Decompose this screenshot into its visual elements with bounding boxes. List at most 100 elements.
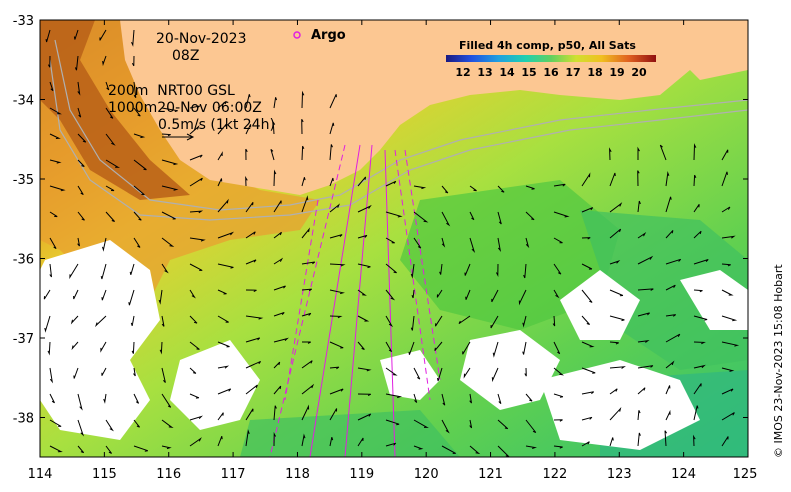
current-vector — [525, 445, 537, 449]
current-vector — [133, 107, 141, 117]
current-vector — [357, 176, 367, 187]
current-vector — [131, 29, 135, 47]
current-vector — [441, 445, 456, 454]
current-vector — [637, 255, 654, 265]
current-vector — [693, 434, 696, 447]
current-vector — [301, 433, 306, 447]
current-vector — [301, 360, 313, 369]
current-vector — [441, 237, 446, 248]
current-vector — [553, 263, 562, 275]
colorbar-tick-label: 12 — [455, 66, 470, 79]
current-vector — [105, 419, 114, 432]
map-date: 20-Nov-2023 — [156, 31, 247, 47]
current-vector — [637, 232, 647, 239]
current-vector — [357, 263, 371, 269]
current-vector — [465, 289, 471, 300]
current-vector — [245, 360, 261, 369]
current-vector — [100, 263, 107, 280]
current-vector — [721, 341, 740, 347]
current-vector — [133, 159, 147, 171]
current-vector — [217, 231, 235, 239]
current-vector — [329, 234, 343, 239]
plot-frame — [39, 19, 749, 458]
current-vector — [410, 315, 415, 331]
current-vector — [69, 263, 79, 280]
current-vector — [301, 227, 310, 239]
lon-label: 114 — [28, 467, 53, 482]
current-vector — [133, 185, 145, 196]
current-vector — [189, 263, 203, 271]
current-vector — [189, 237, 206, 242]
current-vector — [721, 171, 728, 187]
lat-label: -38 — [13, 412, 34, 427]
current-vector — [609, 147, 612, 161]
current-vector — [245, 175, 248, 187]
current-vector — [553, 393, 564, 398]
current-vector — [553, 183, 566, 187]
current-vector — [609, 228, 622, 239]
current-vector — [469, 211, 475, 221]
current-vector — [301, 288, 312, 292]
current-vector — [161, 107, 178, 113]
current-vector — [441, 419, 450, 434]
current-vector — [95, 315, 107, 328]
current-vector — [385, 393, 403, 399]
current-vector — [301, 145, 305, 161]
current-vector — [159, 341, 163, 355]
current-vector — [693, 259, 709, 265]
current-vector — [581, 315, 590, 325]
current-vector — [44, 315, 51, 333]
current-vector — [217, 151, 223, 161]
current-vector — [245, 289, 257, 293]
current-vector — [435, 315, 443, 327]
current-vector — [49, 81, 54, 92]
current-vector — [189, 289, 196, 299]
current-vector — [217, 412, 224, 421]
current-vector — [637, 387, 646, 395]
current-vector — [217, 263, 234, 269]
current-vector — [357, 367, 372, 372]
current-vector — [664, 430, 668, 447]
current-vector — [413, 419, 429, 428]
current-vector — [273, 361, 281, 369]
current-vector — [217, 341, 230, 348]
current-vector — [245, 337, 261, 343]
current-vector — [491, 367, 499, 383]
current-vector — [410, 263, 415, 279]
current-vector — [463, 367, 471, 379]
lon-axis: 114 115 116 117 118 119 120 121 122 123 … — [28, 467, 758, 482]
current-vector — [329, 388, 344, 395]
isobath-legend-line1: 200m NRT00 GSL — [108, 83, 235, 99]
current-vector — [49, 393, 55, 404]
current-vector — [553, 367, 564, 376]
current-vector — [73, 367, 79, 379]
current-vector — [77, 445, 85, 454]
current-vectors — [43, 29, 740, 457]
colorbar-tick-label: 19 — [609, 66, 624, 79]
current-vector — [100, 341, 107, 353]
current-vector — [189, 437, 202, 447]
lat-label: -35 — [13, 173, 34, 188]
current-vector — [497, 237, 502, 252]
current-vector — [525, 211, 535, 221]
current-vector — [49, 211, 58, 218]
current-vector — [469, 237, 476, 253]
current-vector — [189, 415, 203, 421]
colorbar-tick-label: 17 — [565, 66, 580, 79]
current-vector — [49, 159, 62, 164]
current-vector — [217, 388, 232, 395]
current-vector — [77, 185, 84, 196]
current-vector — [357, 315, 370, 322]
current-vector — [469, 185, 477, 192]
lon-label: 125 — [733, 467, 758, 482]
current-vector — [301, 404, 310, 421]
lat-label: -37 — [13, 332, 34, 347]
current-vector — [189, 105, 202, 109]
current-vector — [329, 289, 345, 295]
current-vector — [637, 432, 641, 447]
current-vector — [413, 237, 422, 249]
lon-label: 124 — [671, 467, 696, 482]
current-vector — [609, 388, 618, 395]
current-vector — [103, 393, 107, 404]
colorbar-tick-label: 13 — [477, 66, 492, 79]
